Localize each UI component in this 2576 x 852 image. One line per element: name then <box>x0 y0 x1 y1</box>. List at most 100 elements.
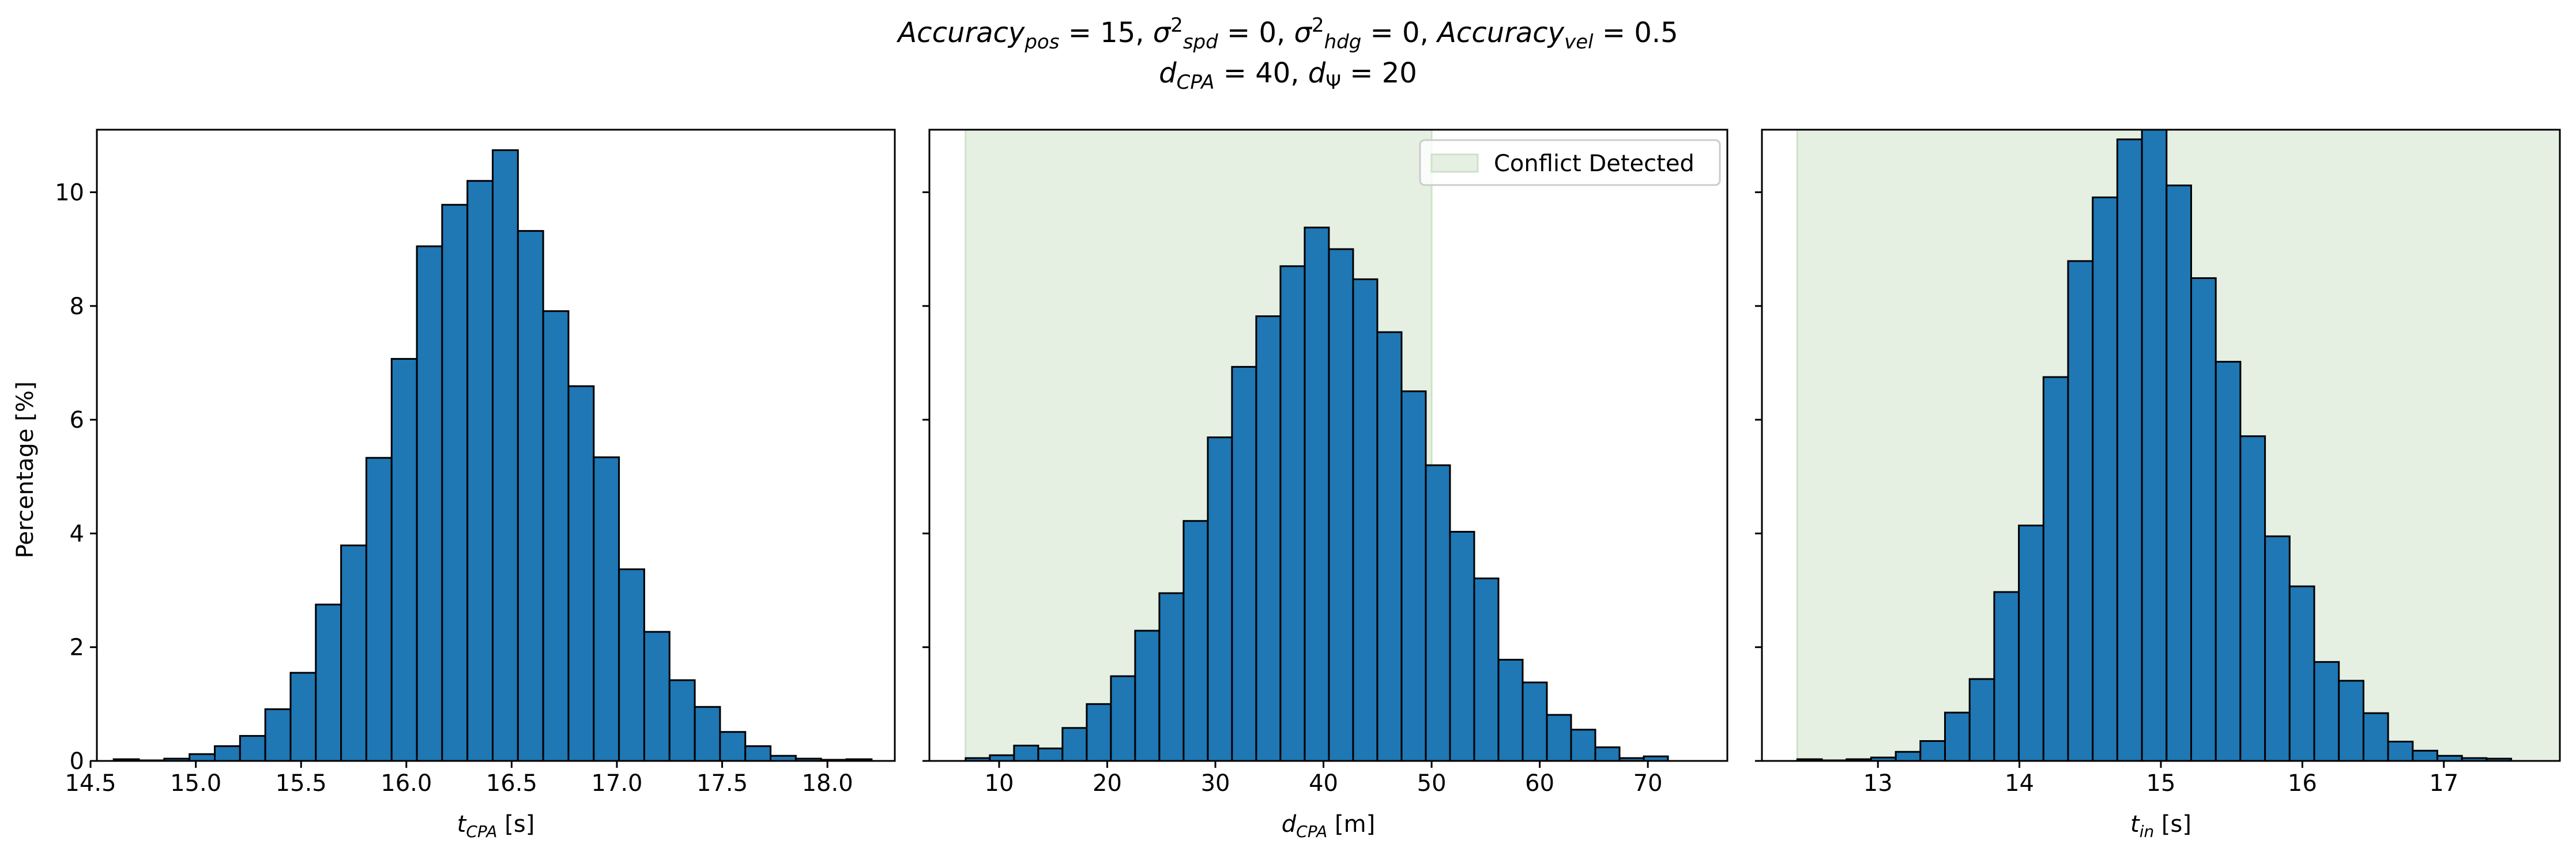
histogram-bar <box>1110 675 1136 761</box>
x-tick-label: 15 <box>2146 770 2176 797</box>
legend-swatch-conflict <box>1430 153 1479 173</box>
histogram-bar <box>1400 390 1427 761</box>
panels: 14.5 15.0 15.5 16.0 16.5 17.0 17.5 18.0 0 2 4 6 8 10 t… <box>55 129 2561 841</box>
histogram-bar <box>744 745 772 761</box>
histogram-bar <box>1449 530 1475 761</box>
y-tick-label: 6 <box>70 407 84 433</box>
legend-box <box>1419 139 1721 186</box>
histogram-bar <box>2338 680 2364 761</box>
histogram-bar <box>289 672 317 761</box>
histogram-bar <box>264 708 292 761</box>
histogram-bar <box>2485 757 2513 761</box>
title-line-2-part: = 20 <box>1341 57 1417 89</box>
y-tick-label: 10 <box>55 180 84 206</box>
histogram-bar <box>1473 577 1500 761</box>
histogram-bar <box>2362 712 2389 761</box>
x-tick-label: 16.0 <box>381 770 432 797</box>
histogram-bar <box>213 745 241 761</box>
title-line-1-part: = 0, <box>1218 17 1294 49</box>
axes-frame <box>928 129 1728 762</box>
x-tick-label: 40 <box>1309 770 1338 797</box>
title-line-1-part: = 15, <box>1059 17 1153 49</box>
histogram-bar <box>1086 703 1112 761</box>
histogram-bar <box>593 456 620 761</box>
figure-title: Accuracypos = 15, σ2spd = 0, σ2hdg = 0, … <box>896 14 1678 94</box>
histogram-bar <box>2412 749 2438 761</box>
histogram-bar <box>2166 184 2193 761</box>
histogram-bar <box>2141 130 2168 761</box>
histogram-bar <box>643 631 671 761</box>
histogram-bar <box>1993 591 2020 761</box>
y-tick-label: 8 <box>70 293 84 320</box>
x-tick-label: 17 <box>2429 770 2458 797</box>
histogram-bar <box>2215 360 2242 761</box>
histogram-bar <box>1207 436 1233 761</box>
x-axis-label: tin [s] <box>2130 811 2191 841</box>
histogram-bar <box>365 457 393 761</box>
histogram-panel-3: 13 14 15 16 17 tin [s] <box>1755 129 2561 841</box>
title-line-2-part: = 40, <box>1214 57 1308 89</box>
histogram-bar <box>2018 525 2044 761</box>
x-tick-label: 15.0 <box>170 770 221 797</box>
histogram-bar <box>189 753 216 761</box>
x-axis-label: tCPA [s] <box>457 811 535 841</box>
x-tick-label: 15.5 <box>276 770 327 797</box>
histogram-bar <box>719 731 747 761</box>
x-tick-label: 16 <box>2288 770 2317 797</box>
x-axis-label-part: CPA <box>466 822 497 841</box>
histogram-bar <box>2313 661 2340 761</box>
histogram-bar <box>1425 464 1451 761</box>
histogram-bar <box>1895 751 1922 761</box>
histogram-bar <box>567 385 595 761</box>
title-line-2: dCPA = 40, dΨ = 20 <box>1159 57 1417 94</box>
histogram-bar <box>239 735 266 761</box>
histogram-bar <box>466 180 494 761</box>
title-line-1-part: Accuracy <box>1436 17 1565 49</box>
x-tick-label: 60 <box>1525 770 1554 797</box>
histogram-bar <box>340 544 367 761</box>
x-tick-label: 20 <box>1093 770 1122 797</box>
histogram-bar <box>1944 711 1971 761</box>
y-tick-label: 0 <box>70 748 84 775</box>
histogram-bar <box>1231 365 1257 761</box>
x-axis-label-part: t <box>2130 811 2140 838</box>
histogram-bar <box>2239 435 2266 761</box>
title-line-1-part: Accuracy <box>896 17 1025 49</box>
histogram-bar <box>1968 678 1995 761</box>
plot-area <box>1796 130 2560 761</box>
histogram-bar <box>1643 755 1669 761</box>
plot-area <box>965 130 1669 761</box>
x-axis-label-part: d <box>1282 811 1297 838</box>
legend: Conflict Detected <box>1419 139 1721 186</box>
histogram-bar <box>1158 592 1185 761</box>
title-line-1-part: hdg <box>1324 31 1362 54</box>
legend-label-conflict: Conflict Detected <box>1494 150 1694 177</box>
x-tick-label: 14.5 <box>65 770 116 797</box>
x-tick-label: 13 <box>1863 770 1893 797</box>
histogram-bar <box>2288 585 2315 761</box>
x-axis-label-part: in <box>2140 822 2155 841</box>
title-line-1-part: pos <box>1024 31 1059 54</box>
histogram-bar <box>2042 376 2069 761</box>
x-tick-label: 70 <box>1633 770 1663 797</box>
histogram-bar <box>1546 714 1572 761</box>
title-line-1-part: 2 <box>1170 14 1183 37</box>
title-line-1-part: vel <box>1564 31 1594 54</box>
title-line-2-part: Ψ <box>1325 71 1341 94</box>
histogram-bar <box>1328 248 1354 761</box>
x-axis-label-part: [s] <box>2154 811 2191 838</box>
histogram-bar <box>2190 277 2217 761</box>
histogram-bar <box>2092 196 2118 761</box>
histogram-bar <box>517 230 544 761</box>
histogram-bar <box>542 310 570 761</box>
histogram-bar <box>416 245 443 761</box>
title-line-2-part: d <box>1308 57 1326 89</box>
x-tick-label: 50 <box>1417 770 1447 797</box>
histogram-bar <box>2387 740 2414 761</box>
x-tick-label: 14 <box>2005 770 2034 797</box>
title-line-1: Accuracypos = 15, σ2spd = 0, σ2hdg = 0, … <box>896 14 1678 54</box>
histogram-bar <box>1255 315 1282 761</box>
title-line-2-part: d <box>1159 57 1177 89</box>
histogram-bar <box>1061 727 1088 761</box>
